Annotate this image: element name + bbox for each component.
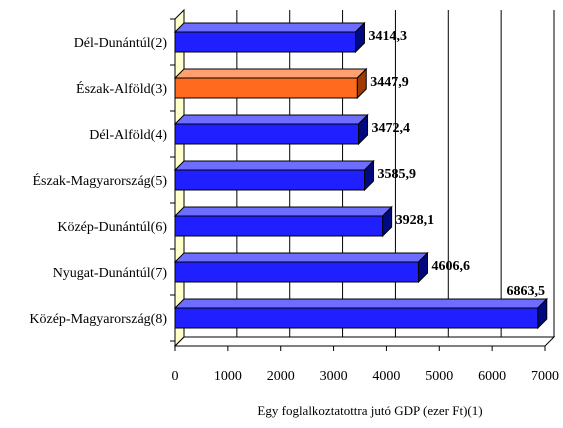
bar-front-face bbox=[174, 31, 356, 53]
category-labels: Dél-Dunántúl(2) Észak-Alföld(3) Dél-Alföld… bbox=[29, 36, 167, 327]
category-label: Észak-Alföld(3) bbox=[76, 80, 167, 97]
x-tick-label: 4000 bbox=[372, 369, 400, 384]
bar-top-face bbox=[173, 160, 375, 171]
value-label: 4606,6 bbox=[431, 259, 470, 274]
bar-top-face bbox=[173, 114, 369, 125]
value-label: 3928,1 bbox=[396, 213, 435, 228]
bar bbox=[173, 21, 366, 54]
value-labels: 3414,3 3447,9 3472,4 3585,9 3928,1 4606,6 6863… bbox=[368, 29, 545, 299]
bar-front-face bbox=[174, 77, 358, 99]
x-tick-label: 0 bbox=[172, 369, 179, 384]
x-tick-label: 2000 bbox=[267, 369, 295, 384]
category-label: Dél-Dunántúl(2) bbox=[74, 36, 168, 51]
bar bbox=[173, 67, 368, 100]
x-tick-label: 3000 bbox=[320, 369, 348, 384]
category-label: Közép-Dunántúl(6) bbox=[57, 220, 167, 235]
bar bbox=[173, 159, 375, 192]
category-label: Észak-Magyarország(5) bbox=[33, 172, 168, 189]
value-label: 3414,3 bbox=[368, 29, 407, 44]
x-tick-label: 1000 bbox=[214, 369, 242, 384]
x-tick-label: 7000 bbox=[531, 369, 559, 384]
bar-top-face bbox=[173, 22, 366, 33]
bar-front-face bbox=[174, 215, 384, 237]
category-label: Közép-Magyarország(8) bbox=[29, 312, 167, 327]
bars bbox=[173, 21, 548, 330]
bar-front-face bbox=[174, 169, 366, 191]
bar-front-face bbox=[174, 123, 360, 145]
bar-front-face bbox=[174, 261, 419, 283]
bar bbox=[173, 297, 548, 330]
bar bbox=[173, 251, 429, 284]
floor bbox=[173, 336, 556, 347]
bar-top-face bbox=[173, 252, 429, 263]
bar-top-face bbox=[173, 68, 368, 79]
value-label: 3447,9 bbox=[370, 75, 409, 90]
bar-top-face bbox=[173, 206, 393, 217]
category-label: Dél-Alföld(4) bbox=[89, 128, 167, 143]
bar bbox=[173, 113, 369, 146]
value-label: 6863,5 bbox=[507, 284, 546, 299]
x-tick-label: 5000 bbox=[425, 369, 453, 384]
x-tick-labels: 0 1000 2000 3000 4000 5000 6000 7000 bbox=[172, 369, 560, 384]
bar bbox=[173, 205, 393, 238]
bar-front-face bbox=[174, 307, 539, 329]
value-label: 3585,9 bbox=[378, 167, 417, 182]
x-tick-label: 6000 bbox=[478, 369, 506, 384]
value-label: 3472,4 bbox=[372, 121, 411, 136]
x-axis-title: Egy foglalkoztatottra jutó GDP (ezer Ft)… bbox=[257, 403, 482, 418]
bar-top-face bbox=[173, 298, 548, 309]
category-label: Nyugat-Dunántúl(7) bbox=[53, 266, 168, 281]
